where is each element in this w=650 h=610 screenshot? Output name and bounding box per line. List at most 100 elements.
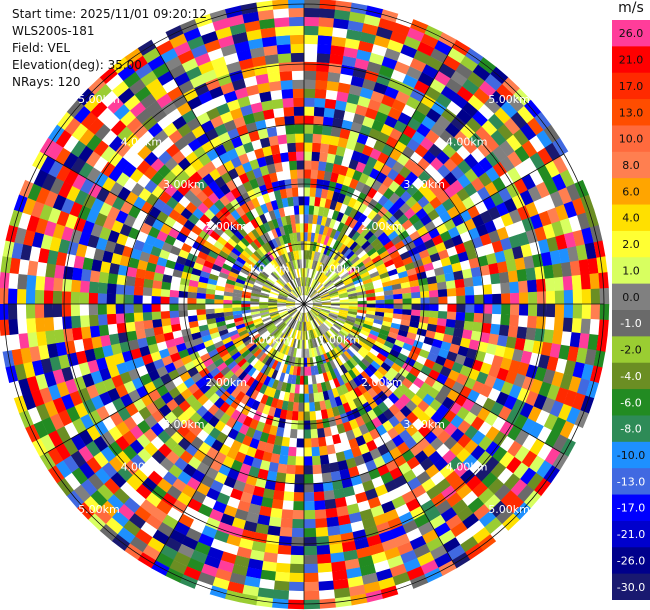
velocity-bin (339, 294, 349, 299)
velocity-bin (402, 309, 412, 316)
velocity-bin (514, 162, 530, 179)
velocity-bin (367, 234, 378, 244)
velocity-bin (410, 252, 422, 263)
velocity-bin (443, 185, 457, 199)
velocity-bin (164, 157, 179, 171)
velocity-bin (125, 402, 139, 417)
velocity-bin (185, 527, 202, 542)
velocity-bin (349, 241, 359, 251)
velocity-bin (277, 298, 287, 302)
velocity-bin (135, 483, 152, 500)
velocity-bin (353, 386, 363, 398)
velocity-bin (529, 152, 546, 170)
velocity-bin (429, 296, 439, 305)
velocity-bin (86, 134, 102, 152)
velocity-bin (17, 273, 28, 290)
velocity-bin (185, 201, 198, 214)
velocity-bin (543, 177, 559, 195)
velocity-bin (324, 217, 332, 228)
velocity-bin (425, 86, 442, 101)
velocity-bin (282, 428, 291, 438)
velocity-bin (252, 429, 263, 441)
velocity-bin (395, 503, 410, 518)
velocity-bin (507, 425, 522, 442)
velocity-bin (414, 144, 429, 158)
velocity-bin (327, 71, 341, 83)
velocity-bin (31, 438, 48, 457)
velocity-bin (192, 337, 204, 346)
velocity-bin (179, 277, 190, 286)
velocity-bin (34, 303, 45, 319)
velocity-bin (301, 339, 304, 349)
velocity-bin (490, 401, 504, 417)
velocity-bin (498, 271, 510, 284)
velocity-bin (519, 292, 529, 305)
velocity-bin (337, 404, 346, 416)
velocity-bin (443, 422, 458, 437)
velocity-bin (241, 335, 252, 344)
velocity-bin (249, 549, 265, 562)
velocity-bin (312, 306, 322, 310)
velocity-bin (372, 394, 384, 406)
velocity-bin (462, 139, 478, 155)
velocity-bin (305, 259, 309, 269)
velocity-bin (499, 172, 514, 188)
velocity-bin (451, 93, 468, 109)
velocity-bin (482, 196, 497, 211)
velocity-bin (255, 350, 265, 360)
velocity-bin (456, 86, 474, 102)
velocity-bin (271, 416, 280, 427)
velocity-bin (528, 455, 545, 474)
velocity-bin (247, 272, 258, 280)
velocity-bin (599, 304, 610, 321)
range-label: 4.00km (446, 135, 488, 148)
velocity-bin (463, 277, 474, 288)
velocity-bin (151, 31, 170, 48)
velocity-bin (299, 375, 304, 385)
velocity-bin (234, 230, 244, 241)
velocity-bin (303, 474, 314, 484)
velocity-bin (93, 451, 109, 468)
velocity-bin (47, 142, 64, 161)
velocity-bin (136, 173, 151, 188)
velocity-bin (433, 136, 449, 151)
colorbar-tick-label: 6.0 (622, 185, 640, 198)
velocity-bin (194, 377, 207, 389)
velocity-bin (274, 26, 291, 37)
velocity-bin (282, 500, 294, 511)
velocity-bin (242, 454, 255, 467)
velocity-bin (375, 299, 385, 305)
velocity-bin (316, 544, 331, 555)
velocity-bin (119, 393, 134, 408)
velocity-bin (342, 175, 353, 187)
velocity-bin (218, 35, 235, 49)
velocity-bin (444, 272, 455, 282)
velocity-bin (230, 187, 242, 199)
velocity-bin (119, 110, 137, 127)
velocity-bin (468, 339, 480, 351)
velocity-bin (70, 157, 86, 174)
velocity-bin (446, 351, 458, 363)
velocity-bin (395, 13, 414, 28)
velocity-bin (490, 273, 501, 285)
velocity-bin (345, 410, 356, 422)
velocity-bin (187, 35, 205, 50)
velocity-bin (297, 187, 305, 197)
velocity-bin (314, 282, 322, 291)
velocity-bin (296, 268, 300, 278)
velocity-bin (459, 231, 472, 244)
velocity-bin (142, 295, 152, 304)
velocity-bin (326, 227, 334, 237)
velocity-bin (218, 271, 229, 280)
velocity-bin (152, 318, 163, 328)
velocity-bin (341, 477, 353, 489)
velocity-bin (225, 416, 237, 429)
colorbar-tick-label: 8.0 (622, 159, 640, 172)
velocity-bin (202, 224, 214, 236)
velocity-bin (344, 371, 353, 382)
velocity-bin (404, 356, 417, 367)
velocity-bin (288, 205, 295, 216)
velocity-bin (397, 270, 409, 279)
velocity-bin (408, 273, 419, 282)
velocity-bin (337, 514, 351, 526)
